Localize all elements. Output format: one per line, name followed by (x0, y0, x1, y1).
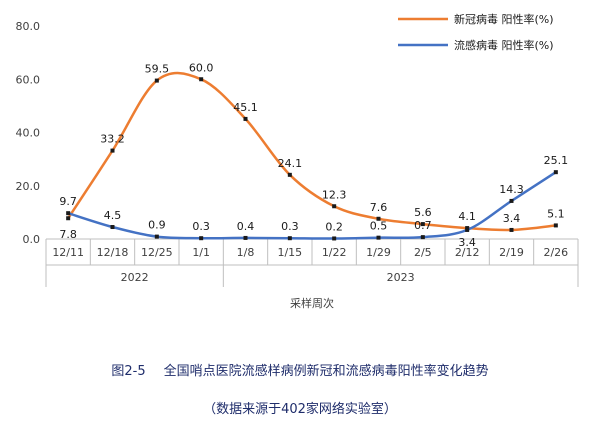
data-source-note: （数据来源于402家网络实验室） (203, 402, 397, 417)
data-point-marker (154, 78, 159, 83)
year-label: 2022 (121, 271, 149, 284)
x-tick-label: 1/15 (277, 246, 302, 259)
y-tick-label: 80.0 (16, 20, 41, 33)
x-tick-label: 1/22 (322, 246, 347, 259)
data-point-marker (154, 234, 159, 239)
data-point-marker (66, 216, 71, 221)
data-label: 0.5 (370, 220, 388, 233)
data-point-marker (332, 204, 337, 209)
data-label: 12.3 (322, 188, 347, 201)
series-line (67, 71, 556, 232)
data-label: 24.1 (278, 157, 303, 170)
data-label: 25.1 (544, 154, 569, 167)
data-label: 3.4 (503, 212, 521, 225)
data-point-marker (110, 148, 115, 153)
x-tick-label: 2/12 (455, 246, 480, 259)
x-tick-label: 12/18 (97, 246, 129, 259)
x-tick-label: 1/1 (192, 246, 210, 259)
data-label: 7.8 (59, 228, 77, 241)
x-tick-label: 12/25 (141, 246, 173, 259)
data-point-marker (243, 235, 248, 240)
data-label: 0.2 (325, 220, 343, 233)
y-tick-label: 20.0 (16, 180, 41, 193)
data-point-marker (110, 225, 115, 230)
x-tick-label: 12/11 (52, 246, 84, 259)
x-tick-label: 2/19 (499, 246, 524, 259)
data-label: 4.5 (104, 209, 122, 222)
y-tick-label: 40.0 (16, 127, 41, 140)
data-label: 33.2 (100, 133, 125, 146)
data-point-marker (420, 235, 425, 240)
data-label: 7.6 (370, 201, 388, 214)
data-label: 0.3 (281, 220, 299, 233)
data-point-marker (287, 172, 292, 177)
data-point-marker (465, 227, 470, 232)
y-tick-label: 0.0 (23, 233, 41, 246)
x-axis-title: 采样周次 (290, 296, 334, 310)
data-point-marker (553, 223, 558, 228)
year-label: 2023 (387, 271, 415, 284)
y-tick-label: 60.0 (16, 73, 41, 86)
data-label: 0.7 (414, 219, 432, 232)
figure-caption: 图2-5 全国哨点医院流感样病例新冠和流感病毒阳性率变化趋势 (0, 360, 600, 379)
data-label: 0.3 (192, 220, 210, 233)
data-point-marker (376, 235, 381, 240)
data-point-marker (376, 216, 381, 221)
x-tick-label: 1/8 (237, 246, 255, 259)
x-tick-label: 2/26 (543, 246, 568, 259)
data-label: 60.0 (189, 61, 214, 74)
data-label: 59.5 (145, 63, 170, 76)
data-label: 45.1 (233, 101, 258, 114)
series-line (67, 171, 557, 240)
data-point-marker (332, 236, 337, 241)
x-tick-label: 1/29 (366, 246, 391, 259)
data-point-marker (66, 211, 71, 216)
data-point-marker (509, 227, 514, 232)
x-tick-label: 2/5 (414, 246, 432, 259)
data-label: 9.7 (59, 195, 77, 208)
data-label: 0.9 (148, 219, 166, 232)
figure-number: 图2-5 (111, 364, 146, 379)
data-point-marker (199, 77, 204, 82)
data-point-marker (199, 236, 204, 241)
data-point-marker (287, 236, 292, 241)
data-label: 0.4 (237, 220, 255, 233)
data-label: 14.3 (499, 183, 524, 196)
legend-label: 流感病毒 阳性率(%) (454, 38, 554, 52)
positivity-rate-line-chart: 0.0 20.0 40.0 60.0 80.0 2022 2023 12/11 12/18 12/… (16, 12, 579, 310)
data-label: 4.1 (458, 210, 476, 223)
data-point-marker (420, 222, 425, 227)
data-point-marker (509, 198, 514, 203)
data-point-marker (553, 170, 558, 175)
data-label: 3.4 (458, 236, 476, 249)
data-label: 5.6 (414, 206, 432, 219)
data-point-marker (243, 116, 248, 121)
data-label: 5.1 (547, 207, 565, 220)
figure-title: 全国哨点医院流感样病例新冠和流感病毒阳性率变化趋势 (163, 364, 489, 379)
legend-label: 新冠病毒 阳性率(%) (454, 12, 554, 26)
